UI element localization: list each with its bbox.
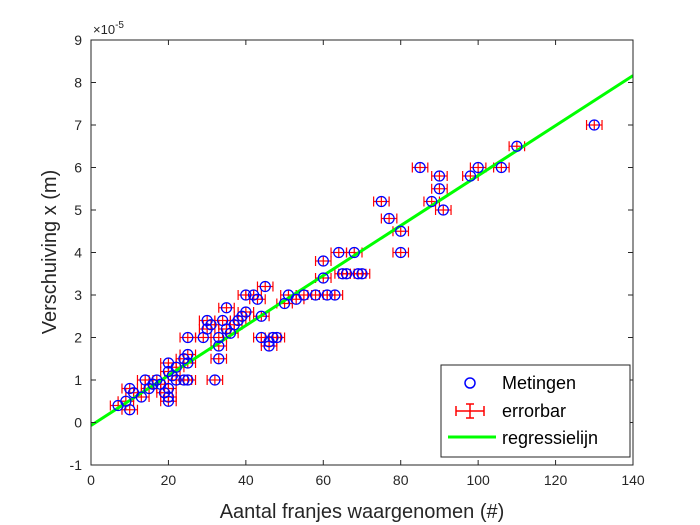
- data-point: [220, 302, 233, 314]
- legend-label-regressielijn: regressielijn: [502, 428, 598, 448]
- x-tick-label: 100: [466, 472, 490, 488]
- data-point: [321, 289, 333, 301]
- x-tick-label: 20: [161, 472, 177, 488]
- data-point: [205, 319, 217, 331]
- data-point: [213, 340, 225, 352]
- data-point: [267, 331, 279, 344]
- data-point: [182, 374, 194, 386]
- data-point: [317, 255, 329, 267]
- data-point: [333, 246, 345, 259]
- legend-label-metingen: Metingen: [502, 373, 576, 393]
- data-point: [329, 289, 341, 301]
- data-point: [135, 391, 147, 403]
- x-tick-label: 0: [87, 472, 95, 488]
- y-tick-label: -1: [70, 457, 83, 473]
- data-point: [426, 195, 438, 208]
- data-point: [375, 195, 388, 208]
- data-point: [340, 268, 353, 280]
- y-tick-label: 9: [74, 32, 82, 48]
- data-point: [437, 204, 449, 216]
- y-tick-label: 3: [74, 287, 82, 303]
- y-tick-label: 0: [74, 415, 82, 431]
- data-point: [495, 161, 508, 174]
- data-point: [348, 246, 360, 259]
- data-layer: [91, 74, 633, 427]
- x-axis-label: Aantal franjes waargenomen (#): [220, 501, 505, 523]
- data-point: [240, 289, 252, 301]
- data-point: [588, 119, 600, 131]
- data-point: [298, 289, 310, 301]
- legend-marker-metingen: [464, 377, 476, 389]
- data-point: [209, 374, 221, 386]
- data-point: [178, 374, 190, 386]
- data-point: [395, 225, 407, 237]
- data-point: [162, 395, 175, 407]
- data-point: [170, 374, 182, 386]
- data-point: [317, 272, 329, 284]
- data-point: [356, 268, 368, 280]
- y-exponent-power: -5: [115, 20, 124, 31]
- data-point: [170, 361, 182, 373]
- data-point: [162, 391, 175, 403]
- data-point: [255, 310, 267, 322]
- data-point: [240, 306, 252, 318]
- data-point: [259, 280, 271, 293]
- y-tick-label: 5: [74, 202, 82, 218]
- x-tick-label: 60: [315, 472, 331, 488]
- data-point: [414, 161, 426, 174]
- legend-label-errorbar: errorbar: [502, 401, 566, 421]
- y-tick-label: 1: [74, 372, 82, 388]
- y-tick-label: 6: [74, 160, 82, 176]
- legend: Metingen errorbar regressielijn: [440, 364, 631, 458]
- x-tick-label: 80: [393, 472, 409, 488]
- data-point: [511, 140, 523, 152]
- x-tick-label: 120: [544, 472, 568, 488]
- y-tick-label: 2: [74, 330, 82, 346]
- data-point: [124, 404, 136, 416]
- data-points: [112, 119, 600, 416]
- data-point: [464, 170, 477, 182]
- data-point: [433, 170, 446, 182]
- data-point: [162, 382, 175, 395]
- x-tick-label: 140: [621, 472, 645, 488]
- y-axis-label: Verschuiving x (m): [39, 170, 61, 335]
- data-point: [182, 348, 194, 361]
- legend-marker-errorbar: [455, 403, 485, 419]
- data-point: [213, 353, 225, 365]
- data-point: [433, 183, 446, 195]
- data-point: [251, 293, 264, 305]
- data-point: [182, 331, 194, 344]
- y-tick-label: 8: [74, 75, 82, 91]
- data-point: [395, 246, 407, 259]
- data-point: [336, 268, 349, 280]
- data-point: [213, 331, 225, 344]
- y-tick-label: 7: [74, 117, 82, 133]
- data-point: [352, 268, 364, 280]
- y-tick-label: 4: [74, 245, 82, 261]
- y-exponent-label: ×10-5: [93, 20, 124, 37]
- data-point: [182, 357, 194, 369]
- data-point: [383, 212, 395, 225]
- y-exponent-base: ×10: [93, 22, 115, 37]
- data-point: [271, 331, 283, 344]
- data-point: [309, 289, 322, 301]
- x-tick-label: 40: [238, 472, 254, 488]
- data-point: [472, 161, 484, 174]
